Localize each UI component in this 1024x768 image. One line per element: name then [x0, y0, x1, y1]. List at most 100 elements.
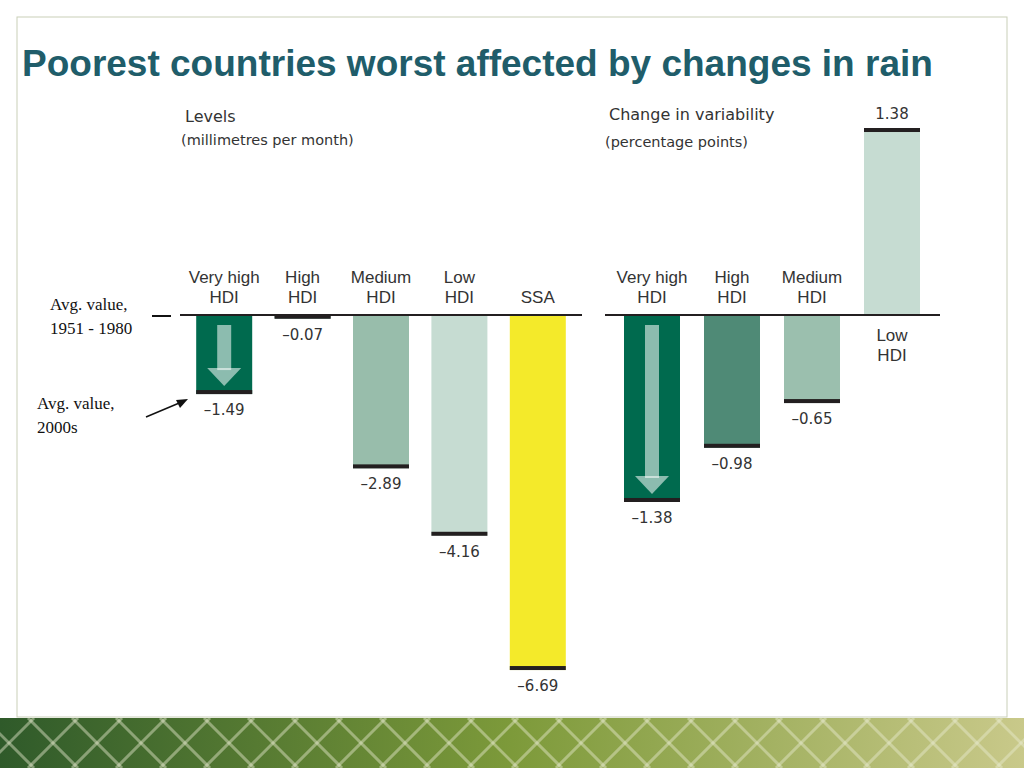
lattice-line — [248, 718, 298, 768]
slide: Poorest countries worst affected by chan… — [0, 0, 1024, 768]
annotation-line: Avg. value, — [37, 394, 115, 413]
category-line: SSA — [521, 288, 556, 307]
lattice-line — [0, 718, 34, 768]
category-line: HDI — [797, 288, 826, 307]
category-label: MediumHDI — [782, 268, 842, 307]
lattice-line — [908, 718, 958, 768]
lattice-line — [72, 718, 122, 768]
lattice-line — [336, 718, 386, 768]
plot-area — [196, 315, 566, 670]
bar — [431, 315, 487, 536]
category-line: HDI — [445, 288, 474, 307]
chart-1: Change in variability(percentage points)… — [605, 105, 940, 527]
lattice-line — [204, 718, 254, 768]
category-line: Very high — [189, 268, 260, 287]
category-line: Medium — [351, 268, 411, 287]
lattice-line — [864, 718, 914, 768]
lattice-line — [908, 718, 958, 768]
arrow-shaft — [645, 325, 659, 478]
bar-cap — [196, 390, 252, 394]
lattice-line — [600, 718, 650, 768]
annotation-line: 2000s — [37, 418, 78, 437]
category-line: HDI — [637, 288, 666, 307]
footer-lattice — [0, 718, 1024, 768]
category-line: Medium — [782, 268, 842, 287]
lattice-line — [952, 718, 1002, 768]
category-label: MediumHDI — [351, 268, 411, 307]
arrow-head — [635, 476, 669, 494]
arrow-head — [207, 368, 241, 386]
category-line: HDI — [288, 288, 317, 307]
bar — [624, 315, 680, 502]
lattice-line — [0, 718, 34, 768]
lattice-line — [204, 718, 254, 768]
annotation-tick — [152, 315, 171, 317]
lattice-line — [424, 718, 474, 768]
bar-cap — [864, 128, 920, 132]
slide-title: Poorest countries worst affected by chan… — [22, 43, 933, 84]
category-line: High — [285, 268, 320, 287]
lattice-line — [864, 718, 914, 768]
lattice-line — [952, 718, 1002, 768]
panel-subtitle: (millimetres per month) — [181, 132, 354, 148]
category-label: HighHDI — [285, 268, 320, 307]
lattice-line — [996, 718, 1024, 768]
lattice-line — [820, 718, 870, 768]
lattice-line — [556, 718, 606, 768]
lattice-line — [644, 718, 694, 768]
lattice-line — [688, 718, 738, 768]
category-line: HDI — [877, 346, 906, 365]
zero-line — [180, 314, 582, 316]
bar — [784, 315, 840, 403]
lattice-line — [732, 718, 782, 768]
data-label: –1.38 — [632, 509, 673, 527]
data-label: –6.69 — [517, 677, 558, 695]
bar-arrow — [207, 325, 241, 386]
data-label: 1.38 — [875, 105, 908, 123]
category-line: HDI — [210, 288, 239, 307]
category-label: SSA — [521, 288, 556, 307]
category-line: HDI — [366, 288, 395, 307]
panel-subtitle: (percentage points) — [605, 134, 748, 150]
lattice-line — [512, 718, 562, 768]
bar — [353, 315, 409, 468]
lattice-line — [380, 718, 430, 768]
lattice-line — [776, 718, 826, 768]
lattice-line — [644, 718, 694, 768]
data-label: –0.65 — [792, 410, 833, 428]
data-label: –0.07 — [282, 326, 323, 344]
footer-band — [0, 718, 1024, 768]
lattice-line — [732, 718, 782, 768]
arrow-shaft — [217, 325, 231, 370]
bar — [704, 315, 760, 448]
data-label: –1.49 — [204, 401, 245, 419]
lattice-line — [336, 718, 386, 768]
lattice-line — [996, 718, 1024, 768]
category-line: Very high — [617, 268, 688, 287]
category-line: Low — [444, 268, 476, 287]
zero-line — [605, 314, 940, 316]
bar-arrow — [635, 325, 669, 494]
lattice-line — [424, 718, 474, 768]
data-label: –2.89 — [361, 475, 402, 493]
data-label: –0.98 — [712, 455, 753, 473]
annotation-line: Avg. value, — [50, 295, 128, 314]
bar — [510, 315, 566, 670]
bar — [864, 128, 920, 315]
lattice-line — [28, 718, 78, 768]
lattice-line — [292, 718, 342, 768]
lattice-line — [820, 718, 870, 768]
slide-frame — [17, 17, 1007, 717]
bar-cap — [353, 464, 409, 468]
lattice-line — [468, 718, 518, 768]
lattice-line — [116, 718, 166, 768]
annotation: Avg. value, 1951 - 1980 — [50, 295, 132, 338]
bar-cap — [431, 532, 487, 536]
category-label: LowHDI — [444, 268, 476, 307]
annotation: Avg. value, 2000s — [37, 394, 115, 437]
category-label: Very highHDI — [617, 268, 688, 307]
lattice-line — [116, 718, 166, 768]
lattice-line — [556, 718, 606, 768]
annotation-line: 1951 - 1980 — [50, 319, 132, 338]
category-label: HighHDI — [715, 268, 750, 307]
